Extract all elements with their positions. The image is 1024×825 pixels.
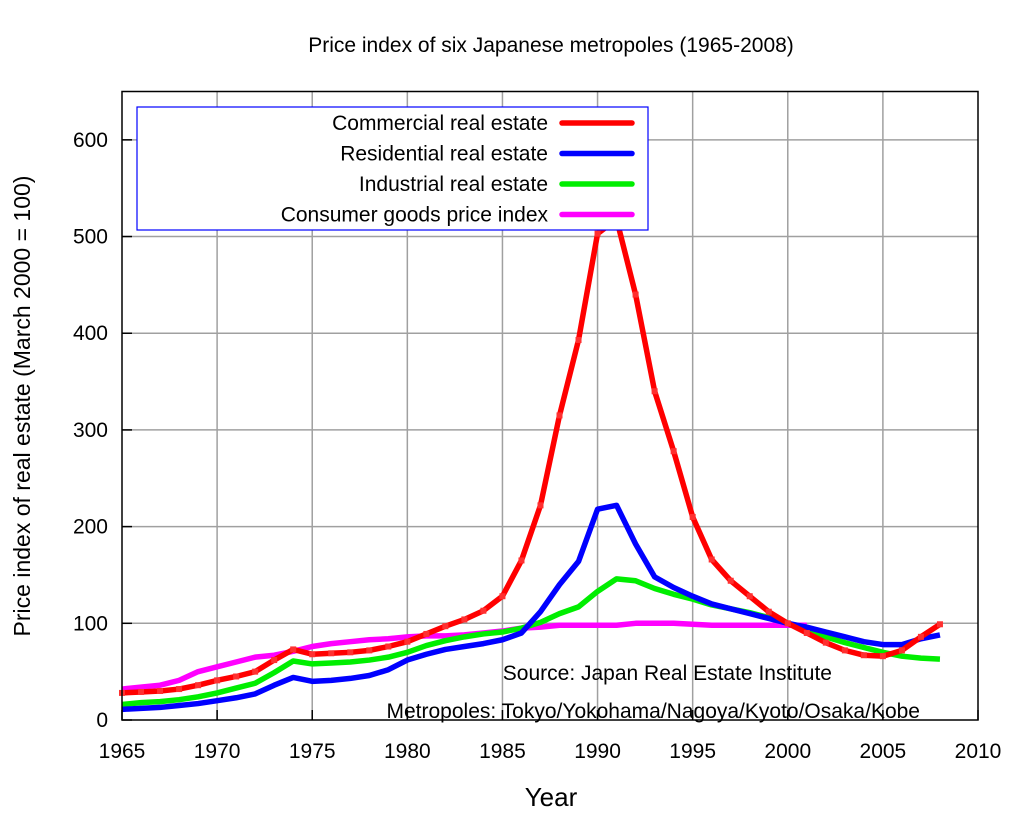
data-point-marker (404, 638, 411, 645)
data-point-marker (328, 650, 335, 657)
data-point-marker (309, 651, 316, 658)
y-tick-label: 600 (73, 129, 108, 152)
legend-label: Industrial real estate (359, 173, 548, 196)
legend-label: Consumer goods price index (281, 204, 549, 227)
x-tick-label: 1995 (669, 740, 716, 763)
legend-label: Commercial real estate (332, 112, 548, 135)
data-point-marker (233, 673, 240, 680)
x-tick-label: 1970 (194, 740, 241, 763)
data-point-marker (917, 633, 924, 640)
y-axis-label: Price index of real estate (March 2000 =… (9, 176, 35, 637)
annotation-metropoles: Metropoles: Tokyo/Yokohama/Nagoya/Kyoto/… (387, 700, 921, 723)
y-tick-label: 0 (96, 709, 108, 732)
legend-box (136, 106, 649, 231)
data-point-marker (423, 630, 430, 637)
data-point-marker (176, 686, 183, 693)
data-point-marker (936, 621, 943, 628)
data-point-marker (841, 647, 848, 654)
y-tick-label: 300 (73, 419, 108, 442)
data-point-marker (480, 607, 487, 614)
y-tick-label: 400 (73, 322, 108, 345)
series-line-1 (121, 502, 941, 713)
data-point-marker (537, 502, 544, 509)
series-lines (119, 216, 943, 713)
data-point-marker (708, 556, 715, 563)
y-tick-label: 200 (73, 516, 108, 539)
data-point-marker (727, 577, 734, 584)
data-point-marker (803, 629, 810, 636)
plot-frame (121, 90, 979, 721)
data-point-marker (157, 687, 164, 694)
data-point-marker (214, 677, 221, 684)
data-point-marker (784, 620, 791, 627)
data-point-marker (290, 646, 297, 653)
data-point-marker (822, 639, 829, 646)
x-tick-label: 2010 (955, 740, 1002, 763)
legend-label: Residential real estate (340, 143, 548, 166)
annotation-source: Source: Japan Real Estate Institute (503, 662, 832, 685)
data-point-marker (385, 643, 392, 650)
data-point-marker (898, 647, 905, 654)
x-tick-label: 2000 (764, 740, 811, 763)
data-point-marker (765, 608, 772, 615)
data-point-marker (879, 653, 886, 660)
legend: Commercial real estate Residential real e… (136, 106, 649, 231)
data-point-marker (499, 593, 506, 600)
data-point-marker (347, 649, 354, 656)
data-point-marker (195, 682, 202, 689)
x-tick-label: 1975 (289, 740, 336, 763)
data-point-marker (271, 657, 278, 664)
data-point-marker (461, 616, 468, 623)
x-axis-label: Year (525, 782, 578, 812)
data-point-marker (442, 623, 449, 630)
data-point-marker (138, 688, 145, 695)
x-tick-label: 2005 (860, 740, 907, 763)
data-point-marker (366, 647, 373, 654)
data-point-marker (860, 652, 867, 659)
data-point-marker (252, 668, 259, 675)
series-line-2 (121, 576, 941, 708)
x-tick-label: 1965 (99, 740, 146, 763)
x-tick-label: 1980 (384, 740, 431, 763)
data-point-marker (651, 388, 658, 395)
data-point-marker (556, 412, 563, 419)
x-tick-label: 1985 (479, 740, 526, 763)
series-line-0 (121, 216, 942, 696)
chart-title: Price index of six Japanese metropoles (… (308, 34, 794, 57)
data-point-marker (689, 513, 696, 520)
axis-ticks: 1965 1970 1975 1980 1985 1990 1995 2000 2005 2010… (73, 129, 1001, 763)
x-tick-label: 1990 (574, 740, 621, 763)
data-point-marker (746, 593, 753, 600)
data-point-marker (632, 291, 639, 298)
data-point-marker (670, 448, 677, 455)
data-point-marker (594, 230, 601, 237)
data-point-marker (575, 336, 582, 343)
y-tick-label: 500 (73, 226, 108, 249)
data-point-marker (518, 557, 525, 564)
y-tick-label: 100 (73, 612, 108, 635)
